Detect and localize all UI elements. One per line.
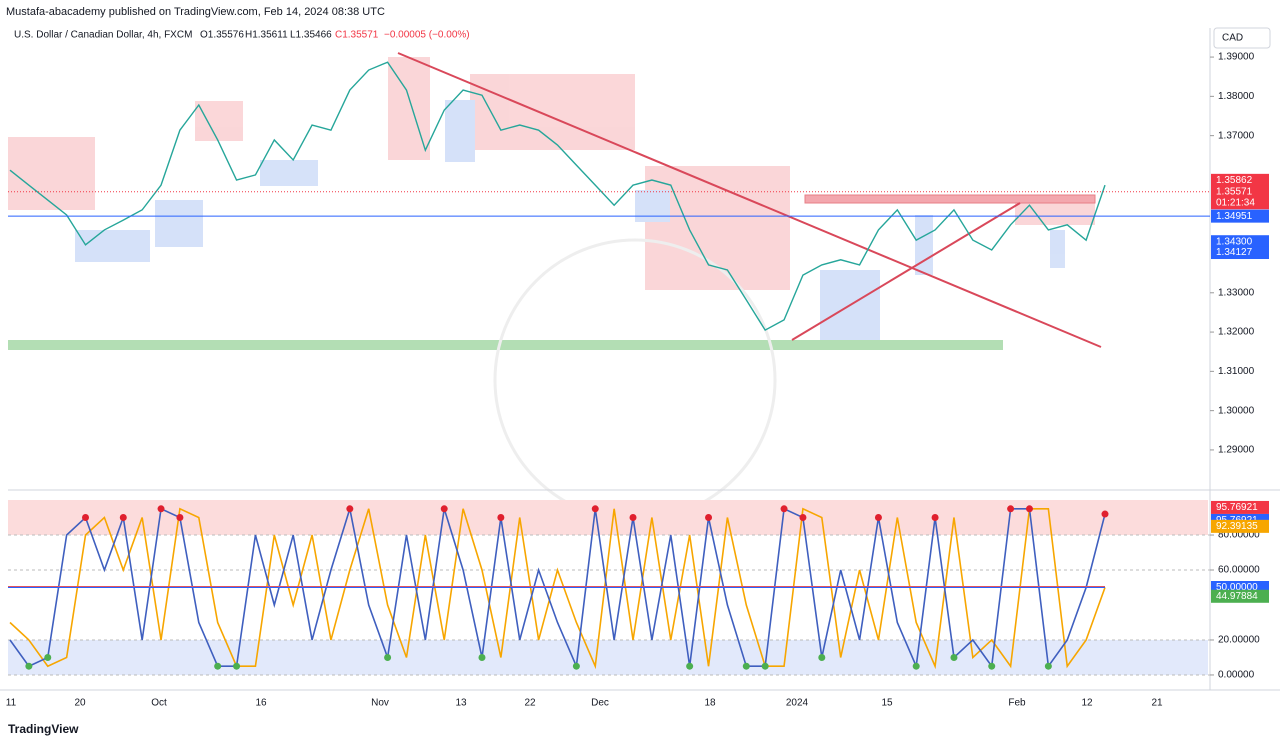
y-tick-label: 20.00000 (1218, 635, 1260, 646)
peak-dot (119, 514, 127, 522)
x-tick-label: 16 (255, 698, 267, 709)
close: C1.35571 (335, 30, 379, 41)
y-tick-label: 60.00000 (1218, 565, 1260, 576)
trough-dot (478, 653, 486, 661)
series-line (9, 61, 1106, 332)
y-tick-label: 1.38000 (1218, 91, 1255, 102)
published-line: Mustafa-abacademy published on TradingVi… (6, 6, 385, 18)
peak-dot (705, 514, 713, 522)
peak-dot (497, 514, 505, 522)
badge-timer: 01:21:34 (1216, 197, 1255, 208)
trend-line (397, 52, 1102, 348)
trough-dot (44, 653, 52, 661)
trend-line (791, 202, 1021, 341)
trough-dot (742, 662, 750, 670)
y-tick-label: 1.33000 (1218, 287, 1255, 298)
x-tick-label: 11 (6, 698, 17, 709)
trough-dot (384, 653, 392, 661)
badge-label: 50.00000 (1216, 582, 1258, 593)
y-tick-label: 1.37000 (1218, 130, 1255, 141)
trough-dot (686, 662, 694, 670)
peak-dot (157, 505, 165, 513)
peak-dot (799, 514, 807, 522)
symbol: U.S. Dollar / Canadian Dollar, 4h, FXCM (14, 30, 192, 41)
y-tick-label: 80.00000 (1218, 530, 1260, 541)
x-tick-label: 13 (455, 698, 467, 709)
y-tick-label: 1.29000 (1218, 445, 1255, 456)
x-tick-label: Oct (151, 698, 167, 709)
trough-dot (233, 662, 241, 670)
price-badge (1211, 209, 1269, 223)
badge-label: 1.34951 (1216, 211, 1253, 222)
currency-box[interactable] (1213, 27, 1271, 49)
peak-dot (1025, 505, 1033, 513)
y-tick-label: 1.32000 (1218, 327, 1255, 338)
y-tick-label: 0.00000 (1218, 670, 1255, 681)
peak-dot (440, 505, 448, 513)
x-tick-label: 18 (704, 698, 716, 709)
x-tick-label: 12 (1081, 698, 1093, 709)
price-badge (1211, 500, 1269, 514)
badge-label: 1.35571 (1216, 186, 1253, 197)
peak-dot (591, 505, 599, 513)
x-tick-label: 20 (74, 698, 86, 709)
peak-dot (874, 514, 882, 522)
price-badge (1211, 589, 1269, 603)
peak-dot (629, 514, 637, 522)
trough-dot (912, 662, 920, 670)
change: −0.00005 (−0.00%) (384, 30, 470, 41)
x-tick-label: 2024 (786, 698, 809, 709)
series-line (9, 507, 1106, 670)
trough-dot (988, 662, 996, 670)
trough-dot (572, 662, 580, 670)
peak-dot (931, 514, 939, 522)
badge-label: 95.76921 (1216, 502, 1258, 513)
price-badge (1211, 519, 1269, 533)
y-tick-label: 1.31000 (1218, 366, 1255, 377)
high: H1.35611 (245, 30, 288, 41)
price-badge (1211, 246, 1269, 260)
peak-dot (780, 505, 788, 513)
footer-logo: TradingView (8, 722, 79, 736)
badge-label: 1.34127 (1216, 247, 1253, 258)
x-tick-label: Nov (371, 698, 389, 709)
x-tick-label: 22 (524, 698, 536, 709)
currency: CAD (1222, 33, 1243, 44)
x-tick-label: 21 (1151, 698, 1163, 709)
peak-dot (346, 505, 354, 513)
badge-label: 1.34300 (1216, 236, 1253, 247)
x-tick-label: Feb (1008, 698, 1026, 709)
peak-dot (1007, 505, 1015, 513)
peak-dot (176, 514, 184, 522)
badge-label: 92.39135 (1216, 521, 1258, 532)
oversold-band (8, 640, 1208, 675)
y-tick-label: 1.39000 (1218, 52, 1255, 63)
badge-label: 1.35862 (1216, 175, 1253, 186)
trough-dot (25, 662, 33, 670)
peak-dot (1101, 510, 1109, 518)
trough-dot (818, 653, 826, 661)
peak-dot (82, 514, 90, 522)
open: O1.35576 (200, 30, 244, 41)
trough-dot (950, 653, 958, 661)
price-badge (1211, 173, 1269, 187)
zones (8, 57, 1096, 350)
x-tick-label: Dec (591, 698, 609, 709)
trough-dot (761, 662, 769, 670)
badge-label: 44.97884 (1216, 591, 1258, 602)
low: L1.35466 (290, 30, 332, 41)
price-badge (1211, 235, 1269, 249)
trough-dot (1044, 662, 1052, 670)
trough-dot (214, 662, 222, 670)
y-tick-label: 1.30000 (1218, 405, 1255, 416)
price-badge (1211, 185, 1269, 210)
x-tick-label: 15 (881, 698, 893, 709)
